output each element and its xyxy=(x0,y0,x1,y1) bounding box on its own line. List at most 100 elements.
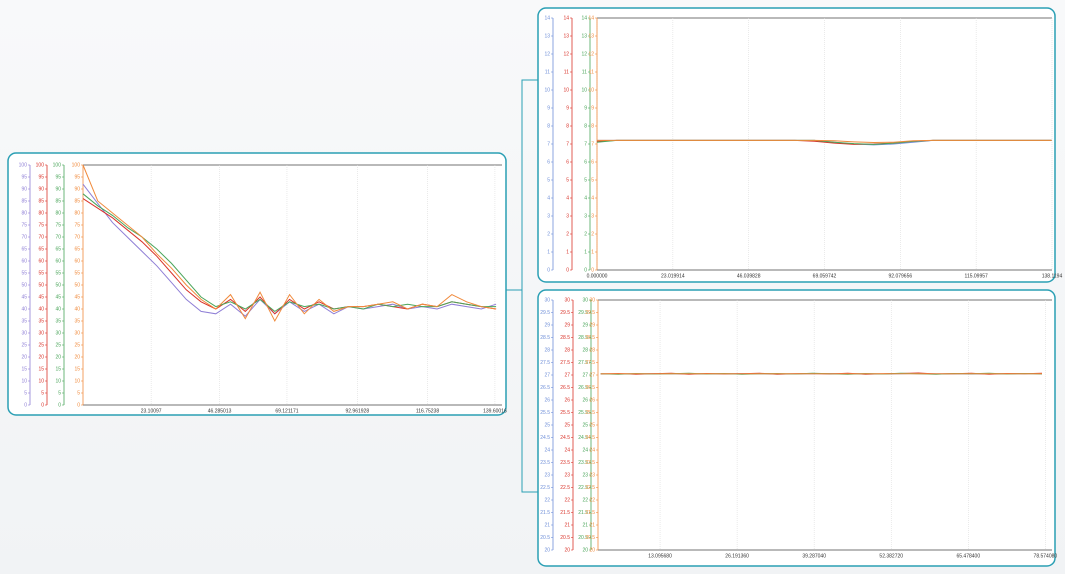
x-tick-label: 23.019914 xyxy=(661,273,685,279)
y-tick-label: 13 xyxy=(544,33,550,39)
y-tick-label: 14 xyxy=(581,15,587,21)
y-tick-label: 24.5 xyxy=(540,435,550,441)
y-tick-label: 0 xyxy=(584,267,587,273)
y-tick-label: 29 xyxy=(544,322,550,328)
y-tick-label: 28 xyxy=(582,347,588,353)
y-tick-label: 13 xyxy=(588,33,594,39)
y-tick-label: 20.5 xyxy=(560,535,570,541)
y-tick-label: 45 xyxy=(21,294,27,300)
y-tick-label: 27.5 xyxy=(585,360,595,366)
y-tick-label: 40 xyxy=(21,306,27,312)
y-tick-label: 29 xyxy=(564,322,570,328)
y-tick-label: 90 xyxy=(74,186,80,192)
y-tick-label: 80 xyxy=(21,210,27,216)
y-tick-label: 5 xyxy=(547,177,550,183)
y-tick-label: 22.5 xyxy=(540,485,550,491)
y-tick-label: 7 xyxy=(584,141,587,147)
y-tick-label: 25 xyxy=(21,342,27,348)
y-tick-label: 28 xyxy=(544,347,550,353)
y-tick-label: 23.5 xyxy=(540,460,550,466)
y-tick-label: 95 xyxy=(74,174,80,180)
y-tick-label: 25.5 xyxy=(560,410,570,416)
series-line xyxy=(597,139,1052,144)
y-tick-label: 35 xyxy=(21,318,27,324)
y-tick-label: 15 xyxy=(21,366,27,372)
y-tick-label: 11 xyxy=(545,69,550,75)
y-tick-label: 20.5 xyxy=(540,535,550,541)
y-tick-label: 23.5 xyxy=(560,460,570,466)
y-tick-label: 24 xyxy=(582,447,588,453)
y-tick-label: 85 xyxy=(38,198,44,204)
y-tick-label: 95 xyxy=(21,174,27,180)
y-tick-label: 27.5 xyxy=(540,360,550,366)
connector xyxy=(506,79,538,493)
y-tick-label: 35 xyxy=(74,318,80,324)
y-tick-label: 23 xyxy=(582,472,588,478)
y-tick-label: 25.5 xyxy=(585,410,595,416)
y-tick-label: 3 xyxy=(566,213,569,219)
y-tick-label: 28.5 xyxy=(560,335,570,341)
y-tick-label: 30 xyxy=(544,297,550,303)
x-tick-label: 69.059742 xyxy=(813,273,837,279)
y-tick-label: 29.5 xyxy=(540,310,550,316)
y-tick-label: 9 xyxy=(566,105,569,111)
y-tick-label: 22 xyxy=(564,497,570,503)
y-tick-label: 90 xyxy=(21,186,27,192)
y-tick-label: 22 xyxy=(544,497,550,503)
y-tick-label: 40 xyxy=(74,306,80,312)
y-tick-label: 12 xyxy=(581,51,587,57)
y-tick-label: 10 xyxy=(563,87,569,93)
y-tick-label: 7 xyxy=(566,141,569,147)
y-tick-label: 75 xyxy=(38,222,44,228)
y-tick-label: 8 xyxy=(591,123,594,129)
y-tick-label: 29 xyxy=(589,322,595,328)
y-tick-label: 20.5 xyxy=(578,535,588,541)
y-tick-label: 30 xyxy=(589,297,595,303)
y-tick-label: 11 xyxy=(589,69,594,75)
y-tick-label: 65 xyxy=(55,246,61,252)
y-tick-label: 90 xyxy=(38,186,44,192)
y-tick-label: 9 xyxy=(584,105,587,111)
y-tick-label: 55 xyxy=(21,270,27,276)
y-tick-label: 27.5 xyxy=(560,360,570,366)
y-tick-label: 100 xyxy=(19,162,28,168)
x-tick-label: 23.10097 xyxy=(141,408,162,414)
y-tick-label: 2 xyxy=(584,231,587,237)
y-tick-label: 14 xyxy=(563,15,569,21)
y-tick-label: 65 xyxy=(21,246,27,252)
y-tick-label: 90 xyxy=(55,186,61,192)
y-tick-label: 85 xyxy=(21,198,27,204)
y-tick-label: 28.5 xyxy=(540,335,550,341)
x-tick-label: 139.60016 xyxy=(483,408,507,414)
y-tick-label: 10 xyxy=(55,378,61,384)
y-tick-label: 25 xyxy=(38,342,44,348)
y-tick-label: 75 xyxy=(21,222,27,228)
y-tick-label: 22 xyxy=(589,497,595,503)
y-tick-label: 95 xyxy=(38,174,44,180)
y-tick-label: 22.5 xyxy=(578,485,588,491)
y-tick-label: 23 xyxy=(589,472,595,478)
panel xyxy=(7,152,507,416)
y-tick-label: 30 xyxy=(582,297,588,303)
y-tick-label: 26.5 xyxy=(578,385,588,391)
y-tick-label: 21.5 xyxy=(560,510,570,516)
y-tick-label: 95 xyxy=(55,174,61,180)
y-tick-label: 60 xyxy=(38,258,44,264)
y-tick-label: 30 xyxy=(564,297,570,303)
y-tick-label: 100 xyxy=(53,162,62,168)
series-line xyxy=(82,193,497,313)
y-tick-label: 1 xyxy=(547,249,550,255)
y-tick-label: 13 xyxy=(563,33,569,39)
y-tick-label: 75 xyxy=(55,222,61,228)
y-tick-label: 27.5 xyxy=(578,360,588,366)
y-tick-label: 45 xyxy=(38,294,44,300)
x-tick-label: 116.75238 xyxy=(416,408,439,414)
y-tick-label: 15 xyxy=(55,366,61,372)
y-tick-label: 26 xyxy=(544,397,550,403)
y-tick-label: 29 xyxy=(582,322,588,328)
y-tick-label: 20 xyxy=(582,547,588,553)
y-tick-label: 12 xyxy=(544,51,550,57)
y-tick-label: 70 xyxy=(38,234,44,240)
y-tick-label: 7 xyxy=(591,141,594,147)
